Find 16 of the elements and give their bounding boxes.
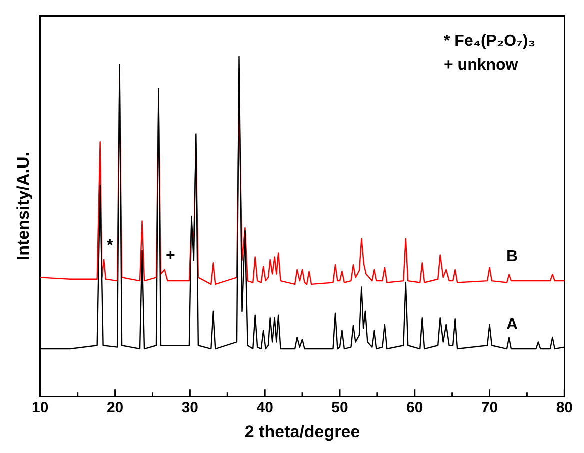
x-tick-label: 40 bbox=[256, 400, 274, 417]
annotation: + bbox=[166, 247, 176, 264]
x-tick-label: 50 bbox=[332, 400, 348, 417]
x-tick-label: 70 bbox=[481, 400, 498, 417]
x-tick-label: 20 bbox=[106, 400, 124, 417]
y-axis-title: Intensity/A.U. bbox=[14, 152, 33, 261]
annotation: + unknow bbox=[444, 56, 520, 76]
text: * Fe₄(P₂O₇)₃ bbox=[444, 32, 536, 52]
x-tick-label: 30 bbox=[182, 400, 199, 417]
annotation: * bbox=[106, 237, 114, 254]
series-label: B bbox=[506, 248, 518, 266]
x-axis-title: 2 theta/degree bbox=[244, 422, 360, 442]
x-tick-label: 80 bbox=[556, 400, 573, 417]
x-tick-label: 60 bbox=[406, 400, 424, 417]
series-label: A bbox=[506, 316, 518, 334]
x-tick-label: 10 bbox=[32, 400, 49, 417]
